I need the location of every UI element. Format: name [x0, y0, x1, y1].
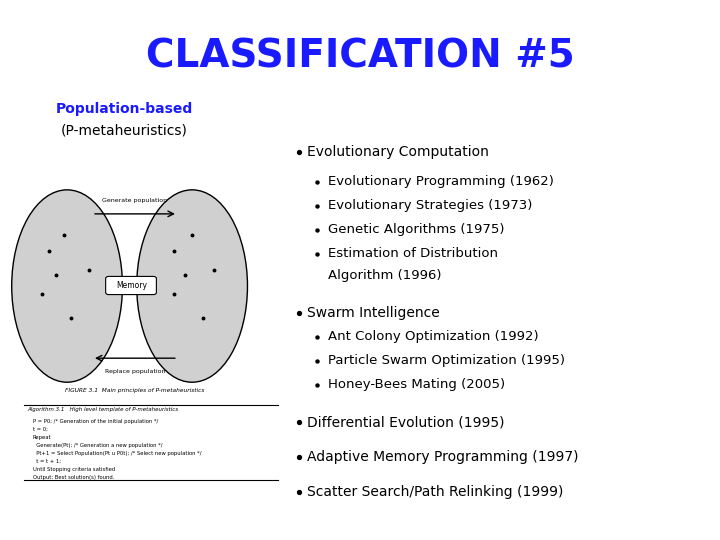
Text: Pt+1 = Select Population(Pt u P0t); /* Select new population */: Pt+1 = Select Population(Pt u P0t); /* S…	[33, 451, 202, 456]
Ellipse shape	[12, 190, 122, 382]
Text: Until Stopping criteria satisfied: Until Stopping criteria satisfied	[33, 467, 115, 471]
FancyBboxPatch shape	[106, 276, 156, 295]
Text: Honey-Bees Mating (2005): Honey-Bees Mating (2005)	[328, 379, 505, 392]
Text: (P-metaheuristics): (P-metaheuristics)	[60, 123, 188, 137]
Text: Adaptive Memory Programming (1997): Adaptive Memory Programming (1997)	[307, 450, 579, 464]
Text: Population-based: Population-based	[55, 102, 193, 116]
Text: FIGURE 3.1  Main principles of P-metaheuristics: FIGURE 3.1 Main principles of P-metaheur…	[66, 388, 204, 393]
Text: Evolutionary Programming (1962): Evolutionary Programming (1962)	[328, 176, 554, 188]
Text: Generate(Pt); /* Generation a new population */: Generate(Pt); /* Generation a new popula…	[33, 443, 162, 448]
Text: P = P0; /* Generation of the initial population */: P = P0; /* Generation of the initial pop…	[33, 418, 158, 423]
Text: Genetic Algorithms (1975): Genetic Algorithms (1975)	[328, 224, 504, 237]
Text: Ant Colony Optimization (1992): Ant Colony Optimization (1992)	[328, 330, 539, 343]
Text: Replace population: Replace population	[104, 369, 165, 374]
Text: Evolutionary Strategies (1973): Evolutionary Strategies (1973)	[328, 199, 532, 212]
Text: CLASSIFICATION #5: CLASSIFICATION #5	[145, 37, 575, 76]
Text: Swarm Intelligence: Swarm Intelligence	[307, 306, 440, 320]
Text: Algorithm 3.1   High level template of P-metaheuristics: Algorithm 3.1 High level template of P-m…	[28, 407, 179, 412]
Text: t = t + 1;: t = t + 1;	[33, 458, 60, 464]
Text: Memory: Memory	[116, 281, 147, 290]
Text: Scatter Search/Path Relinking (1999): Scatter Search/Path Relinking (1999)	[307, 485, 564, 499]
Text: Differential Evolution (1995): Differential Evolution (1995)	[307, 415, 505, 429]
Text: Evolutionary Computation: Evolutionary Computation	[307, 145, 489, 159]
Text: Algorithm (1996): Algorithm (1996)	[328, 269, 441, 282]
Text: Repeat: Repeat	[33, 435, 51, 440]
Text: Generate population: Generate population	[102, 198, 168, 203]
Ellipse shape	[137, 190, 248, 382]
Text: Particle Swarm Optimization (1995): Particle Swarm Optimization (1995)	[328, 354, 565, 367]
Text: t = 0;: t = 0;	[33, 427, 48, 431]
Text: Output: Best solution(s) found.: Output: Best solution(s) found.	[33, 475, 114, 480]
Text: Estimation of Distribution: Estimation of Distribution	[328, 247, 498, 260]
